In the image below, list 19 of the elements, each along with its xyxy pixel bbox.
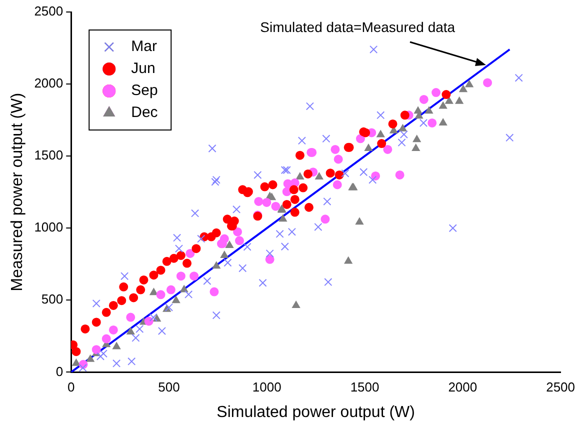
y-tick-label: 2500 xyxy=(34,4,64,19)
legend-label: Jun xyxy=(131,60,156,78)
annotation: Simulated data=Measured data xyxy=(260,18,456,35)
y-tick-label: 1000 xyxy=(34,220,64,235)
y-tick-label: 0 xyxy=(56,364,64,379)
legend-label: Mar xyxy=(131,38,157,56)
legend-label: Dec xyxy=(131,104,158,122)
y-axis-title: Measured power output (W) xyxy=(9,92,26,292)
y-tick-label: 1500 xyxy=(34,148,64,163)
y-tick-label: 2000 xyxy=(34,76,64,91)
x-tick-label: 500 xyxy=(158,380,180,395)
x-tick-label: 0 xyxy=(68,380,75,395)
x-tick-label: 2000 xyxy=(448,380,478,395)
y-tick-label: 500 xyxy=(41,292,64,307)
x-tick-label: 2500 xyxy=(546,380,575,395)
x-axis-title: Simulated power output (W) xyxy=(216,404,415,421)
x-tick-label: 1000 xyxy=(252,380,282,395)
x-tick-label: 1500 xyxy=(350,380,380,395)
legend-label: Sep xyxy=(131,82,158,100)
